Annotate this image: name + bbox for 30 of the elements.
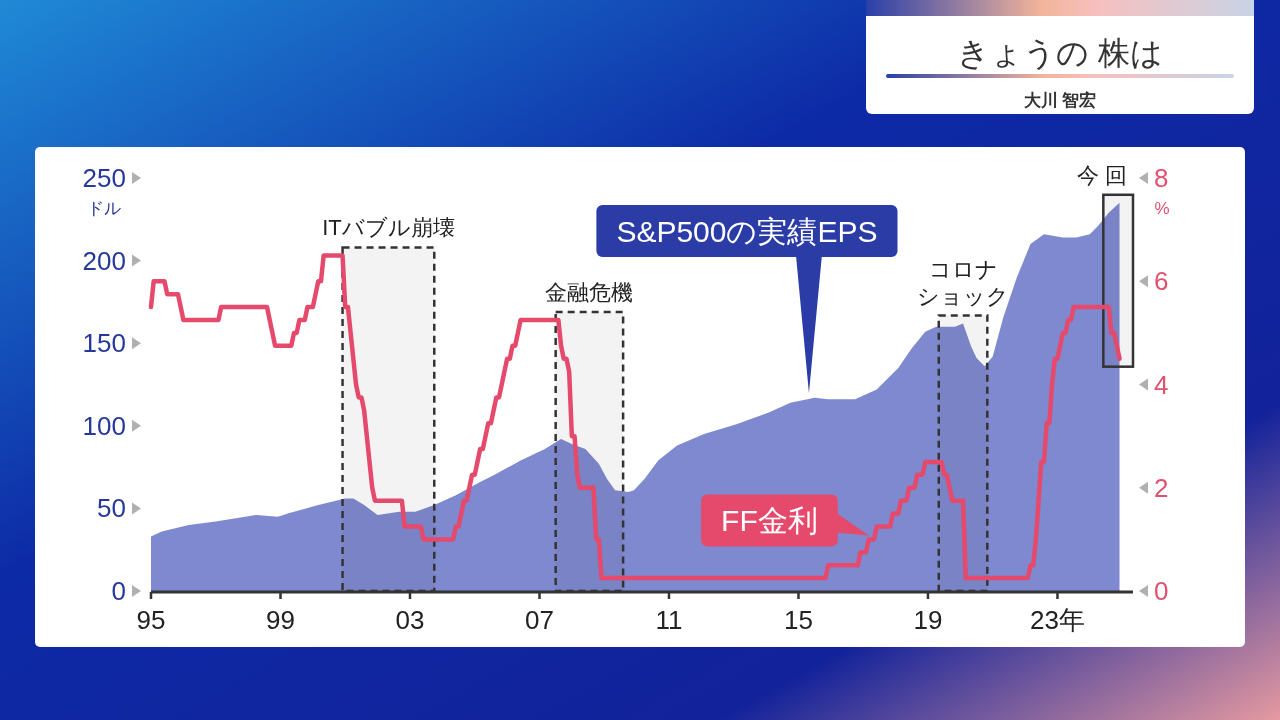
band-label: 今 回 (1076, 162, 1127, 188)
y2-tick-label: 8 (1154, 163, 1169, 193)
y2-tick-label: 4 (1154, 369, 1169, 400)
x-tick-label: 99 (266, 605, 295, 635)
y-tick-label: 50 (97, 493, 126, 524)
chart-title: きょうの 株は (957, 35, 1163, 71)
y-tick-label: 250 (82, 163, 126, 193)
x-tick-label: 07 (525, 605, 554, 635)
line-series (148, 253, 1122, 581)
band-label: 金融危機 (545, 279, 634, 305)
x-tick-label: 95 (136, 605, 166, 635)
y2-tick-label: 0 (1154, 576, 1169, 606)
x-tick-label: 23年 (1030, 605, 1085, 635)
band-label: ITバブル崩壊 (322, 215, 455, 241)
text: S&P500の実績EPS (616, 214, 878, 248)
y-tick-label: 200 (82, 245, 126, 276)
y-axis-title: ドル (87, 199, 121, 218)
x-tick-label: 15 (784, 605, 813, 635)
y2-axis-title: % (1154, 199, 1170, 218)
legend-label: FF金利 (721, 503, 818, 537)
y2-tick-label: 2 (1154, 472, 1169, 503)
chart-subtitle: 大川 智宏 (1023, 91, 1097, 110)
y-tick-label: 100 (82, 410, 126, 441)
y2-tick-label: 6 (1154, 266, 1169, 297)
band-label: コロナショック (917, 257, 1010, 309)
y-tick-label: 0 (111, 576, 126, 606)
y-tick-label: 150 (82, 328, 126, 359)
x-tick-label: 03 (395, 605, 425, 635)
x-tick-label: 19 (913, 605, 943, 635)
x-tick-label: 11 (655, 605, 683, 635)
